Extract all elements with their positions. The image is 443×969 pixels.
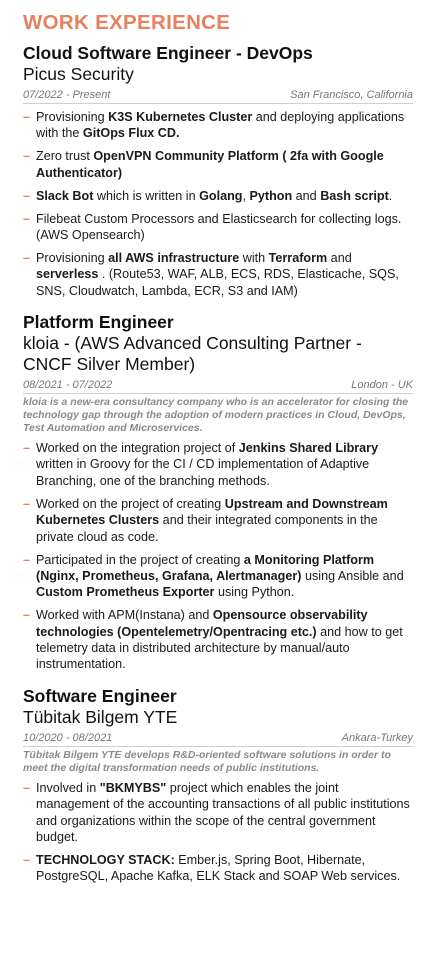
text: Worked on the project of creating bbox=[36, 496, 225, 511]
dash-icon: – bbox=[23, 211, 31, 226]
bold-text: serverless bbox=[36, 267, 99, 282]
text: . (Route53, WAF, ALB, ECS, RDS, Elastica… bbox=[36, 267, 399, 298]
job-location: San Francisco, California bbox=[290, 89, 413, 101]
dash-icon: – bbox=[23, 110, 31, 124]
text: Worked on the integration project of bbox=[36, 441, 239, 456]
job-location: Ankara-Turkey bbox=[341, 731, 413, 744]
bold-text: "BKMYBS" bbox=[99, 780, 167, 795]
bullet-list: – Provisioning K3S Kubernetes Cluster and… bbox=[23, 109, 413, 299]
job-location: London - UK bbox=[351, 379, 413, 392]
job-dates: 07/2022 - Present bbox=[23, 89, 111, 101]
text: Ember.js, Spring Boot, Hibernate, Postgr… bbox=[36, 852, 401, 884]
bold-text: Upstream and Downstream Kubernetes Clust… bbox=[36, 496, 388, 528]
bold-text: K3S Kubernetes Cluster bbox=[108, 110, 253, 124]
text: which is written in bbox=[93, 188, 200, 203]
dash-icon: – bbox=[23, 608, 31, 623]
resume-page: WORK EXPERIENCE Cloud Software Engineer … bbox=[23, 0, 413, 891]
company-description: kloia is a new-era consultancy company w… bbox=[23, 396, 409, 435]
bullet-item: – Worked on the integration project of Je… bbox=[23, 440, 413, 489]
text: and bbox=[292, 188, 321, 203]
job-meta: 08/2021 - 07/2022 London - UK bbox=[23, 378, 413, 395]
text: project which enables the joint manageme… bbox=[36, 780, 410, 845]
bullet-item: – Zero trust OpenVPN Community Platform (… bbox=[23, 148, 413, 181]
bullet-list: – Involved in "BKMYBS" project which enab… bbox=[23, 780, 413, 885]
job-meta: 07/2022 - Present San Francisco, Califor… bbox=[23, 88, 413, 104]
text: Worked with APM(Instana) and bbox=[36, 608, 213, 623]
dash-icon: – bbox=[23, 552, 31, 567]
bold-text: Golang bbox=[199, 188, 243, 203]
dash-icon: – bbox=[23, 441, 31, 456]
job-meta: 10/2020 - 08/2021 Ankara-Turkey bbox=[23, 731, 413, 747]
job-title: Cloud Software Engineer - DevOps bbox=[23, 43, 313, 63]
text: Filebeat Custom Processors and Elasticse… bbox=[36, 211, 402, 242]
bold-text: Custom Prometheus Exporter bbox=[36, 585, 215, 600]
dash-icon: – bbox=[23, 188, 31, 203]
text: written in Groovy for the CI / CD implem… bbox=[36, 457, 370, 488]
bullet-item: – Filebeat Custom Processors and Elastics… bbox=[23, 211, 413, 244]
section-title: WORK EXPERIENCE bbox=[23, 11, 231, 34]
bold-text: Slack Bot bbox=[36, 188, 94, 203]
dash-icon: – bbox=[23, 149, 31, 164]
job-entry: Platform Engineer kloia - (AWS Advanced … bbox=[23, 312, 413, 673]
bold-text: Terraform bbox=[268, 250, 328, 265]
text: Provisioning bbox=[36, 250, 109, 265]
bullet-item: – Provisioning K3S Kubernetes Cluster and… bbox=[23, 109, 413, 142]
bullet-item: – Provisioning all AWS infrastructure wit… bbox=[23, 250, 413, 299]
job-entry: Software Engineer Tübitak Bilgem YTE 10/… bbox=[23, 686, 413, 885]
text: Provisioning bbox=[36, 110, 109, 124]
text: and bbox=[327, 250, 352, 265]
company-name: kloia - (AWS Advanced Consulting Partner… bbox=[23, 333, 362, 375]
bullet-list: – Worked on the integration project of Je… bbox=[23, 440, 413, 673]
dash-icon: – bbox=[23, 852, 31, 867]
bold-text: OpenVPN Community Platform ( 2fa with Go… bbox=[36, 149, 384, 180]
company-name: Picus Security bbox=[23, 64, 134, 84]
text: Participated in the project of creating bbox=[36, 552, 244, 567]
job-title: Platform Engineer bbox=[23, 312, 174, 333]
bold-text: a Monitoring Platform (Nginx, Prometheus… bbox=[36, 552, 375, 583]
bullet-item: – Participated in the project of creating… bbox=[23, 552, 413, 601]
text: using Ansible and bbox=[301, 568, 404, 583]
bold-text: Opensource observability technologies (O… bbox=[36, 608, 368, 639]
bullet-item: – TECHNOLOGY STACK: Ember.js, Spring Boot… bbox=[23, 852, 413, 885]
bold-text: Jenkins Shared Library bbox=[238, 441, 379, 456]
bold-text: all AWS infrastructure bbox=[108, 250, 240, 265]
text: . bbox=[388, 188, 393, 203]
company-name: Tübitak Bilgem YTE bbox=[23, 706, 178, 727]
text: and their integrated components in the p… bbox=[36, 513, 378, 544]
job-dates: 08/2021 - 07/2022 bbox=[23, 379, 113, 392]
text: Involved in bbox=[36, 780, 100, 795]
company-description: Tübitak Bilgem YTE develops R&D-oriented… bbox=[23, 748, 391, 774]
dash-icon: – bbox=[23, 780, 31, 795]
text: with bbox=[239, 250, 269, 265]
bold-text: Bash script bbox=[320, 188, 389, 203]
job-dates: 10/2020 - 08/2021 bbox=[23, 731, 113, 744]
bullet-item: – Worked on the project of creating Upstr… bbox=[23, 496, 413, 545]
text: using Python. bbox=[214, 585, 295, 600]
bold-text: TECHNOLOGY STACK: bbox=[36, 852, 175, 867]
text: and how to get telemetry data in distrib… bbox=[36, 624, 403, 672]
text: , bbox=[242, 188, 250, 203]
bullet-item: – Involved in "BKMYBS" project which enab… bbox=[23, 780, 413, 846]
dash-icon: – bbox=[23, 496, 31, 511]
dash-icon: – bbox=[23, 250, 31, 265]
text: Zero trust bbox=[36, 149, 94, 164]
bullet-item: – Slack Bot which is written in Golang, P… bbox=[23, 188, 413, 204]
text: and deploying applications with the bbox=[36, 110, 405, 141]
bold-text: Python bbox=[249, 188, 293, 203]
job-entry: Cloud Software Engineer - DevOps Picus S… bbox=[23, 43, 413, 299]
bold-text: GitOps Flux CD. bbox=[82, 126, 180, 141]
bullet-item: – Worked with APM(Instana) and Opensource… bbox=[23, 607, 413, 673]
job-title: Software Engineer bbox=[23, 685, 177, 706]
